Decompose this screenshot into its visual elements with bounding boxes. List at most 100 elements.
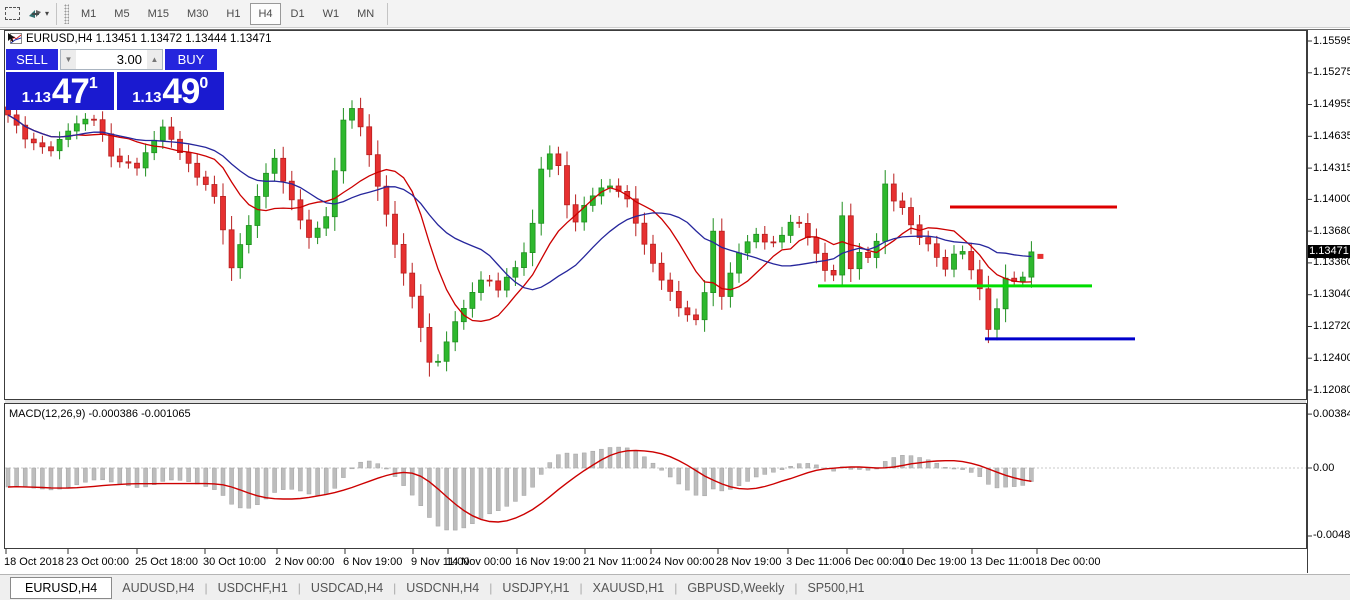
buy-button[interactable]: BUY — [165, 49, 217, 70]
buy-price-prefix: 1.13 — [132, 89, 162, 106]
time-tick-label: 28 Nov 19:00 — [716, 556, 782, 568]
dashed-rectangle-icon — [4, 7, 20, 20]
price-tick-label: 1.14315 — [1313, 161, 1350, 174]
timeframe-button-m5[interactable]: M5 — [106, 3, 137, 25]
time-tick-label: 6 Dec 00:00 — [845, 556, 905, 568]
candlesticks — [5, 97, 1035, 377]
price-tick-label: 1.12720 — [1313, 319, 1350, 332]
window-top-border — [0, 29, 1350, 30]
volume-spinner: ▼ ▲ — [60, 49, 163, 70]
ma-fast-line — [7, 114, 1032, 322]
time-tick-label: 10 Dec 19:00 — [901, 556, 967, 568]
chart-tab-audusd-h4[interactable]: AUDUSD,H4 — [122, 580, 195, 595]
timeframe-button-mn[interactable]: MN — [349, 3, 382, 25]
timeframe-button-d1[interactable]: D1 — [283, 3, 313, 25]
chart-tab-sp500-h1[interactable]: SP500,H1 — [807, 580, 865, 595]
macd-indicator-label: MACD(12,26,9) -0.000386 -0.001065 — [9, 408, 191, 420]
time-tick-label: 3 Dec 11:00 — [786, 556, 845, 568]
toolbar-separator — [387, 2, 389, 25]
price-tick-label: 1.13360 — [1313, 256, 1350, 269]
sell-price-prefix: 1.13 — [21, 89, 51, 106]
main-pane-border — [4, 30, 1307, 400]
chart-title: EURUSD,H4 1.13451 1.13472 1.13444 1.1347… — [8, 33, 272, 45]
price-tick-label: 1.15275 — [1313, 66, 1350, 79]
volume-increase-button[interactable]: ▲ — [147, 50, 162, 69]
chart-tab-usdcad-h4[interactable]: USDCAD,H4 — [310, 580, 384, 595]
tab-separator: | — [794, 580, 798, 595]
volume-decrease-button[interactable]: ▼ — [61, 50, 76, 69]
pane-splitter — [5, 400, 1306, 403]
chevron-down-icon: ▾ — [45, 9, 50, 18]
macd-histogram — [5, 446, 1034, 531]
top-toolbar: ▾ M1 M5 M15 M30 H1 H4 D1 W1 MN — [0, 0, 1350, 28]
price-tick-label: 1.12080 — [1313, 383, 1350, 396]
timeframe-button-h1[interactable]: H1 — [218, 3, 248, 25]
time-tick-label: 21 Nov 11:00 — [583, 556, 648, 568]
time-tick-label: 25 Oct 18:00 — [135, 556, 198, 568]
time-tick-label: 6 Nov 19:00 — [343, 556, 403, 568]
tab-separator: | — [579, 580, 583, 595]
chart-tabs-bar: EURUSD,H4 AUDUSD,H4 | USDCHF,H1 | USDCAD,H4 | U… — [0, 574, 1350, 600]
chart-tab-xauusd-h1[interactable]: XAUUSD,H1 — [592, 580, 665, 595]
price-tick-label: 1.12400 — [1313, 351, 1350, 364]
toolbar-separator — [56, 2, 58, 25]
toolbar-grip[interactable] — [64, 3, 70, 24]
buy-price-main: 49 — [162, 72, 200, 111]
selection-tool-button[interactable] — [0, 2, 24, 26]
timeframe-button-h4[interactable]: H4 — [250, 2, 281, 25]
chart-tab-gbpusd-weekly[interactable]: GBPUSD,Weekly — [687, 580, 785, 595]
chart-tab-usdcnh-h4[interactable]: USDCNH,H4 — [406, 580, 480, 595]
arrange-windows-button[interactable]: ▾ — [24, 2, 52, 26]
price-tick-label: 1.13040 — [1313, 288, 1350, 301]
chart-tab-usdjpy-h1[interactable]: USDJPY,H1 — [502, 580, 570, 595]
macd-tick-label: -0.004856 — [1313, 529, 1350, 542]
ma-slow-line — [7, 114, 1032, 291]
sell-price-box[interactable]: 1.13 47 1 — [6, 72, 114, 110]
chart-title-text: EURUSD,H4 1.13451 1.13472 1.13444 1.1347… — [26, 33, 272, 45]
macd-tick-label: 0.00 — [1313, 461, 1335, 474]
time-tick-label: 2 Nov 00:00 — [275, 556, 335, 568]
price-tick-label: 1.14635 — [1313, 129, 1350, 142]
current-bar-marker — [1037, 253, 1044, 259]
one-click-trading-panel: SELL ▼ ▲ BUY 1.13 47 1 1.13 49 0 — [6, 49, 224, 110]
time-tick-label: 18 Oct 2018 — [4, 556, 64, 568]
timeframe-button-w1[interactable]: W1 — [315, 3, 348, 25]
price-tick-label: 1.14955 — [1313, 98, 1350, 111]
time-tick-label: 30 Oct 10:00 — [203, 556, 266, 568]
macd-signal-line — [7, 449, 1032, 523]
tab-separator: | — [674, 580, 678, 595]
time-tick-label: 13 Dec 11:00 — [970, 556, 1035, 568]
timeframe-button-m30[interactable]: M30 — [179, 3, 216, 25]
timeframe-buttons: M1 M5 M15 M30 H1 H4 D1 W1 MN — [72, 2, 383, 25]
time-tick-label: 24 Nov 00:00 — [649, 556, 715, 568]
tab-separator: | — [297, 580, 301, 595]
volume-input[interactable] — [76, 50, 147, 69]
buy-price-pip: 0 — [199, 75, 209, 92]
sell-price-pip: 1 — [88, 75, 98, 92]
macd-pane-border — [4, 403, 1307, 549]
chart-tab-eurusd-h4[interactable]: EURUSD,H4 — [10, 576, 113, 599]
price-tick-label: 1.13680 — [1313, 224, 1350, 237]
buy-price-box[interactable]: 1.13 49 0 — [116, 72, 224, 111]
timeframe-button-m1[interactable]: M1 — [73, 3, 104, 25]
time-tick-label: 16 Nov 19:00 — [515, 556, 581, 568]
tab-separator: | — [204, 580, 208, 595]
time-tick-label: 23 Oct 00:00 — [66, 556, 129, 568]
current-price-tag: 1.13471 — [1308, 244, 1350, 258]
chart-icon — [8, 33, 22, 44]
time-tick-label: 18 Dec 00:00 — [1035, 556, 1101, 568]
tab-separator: | — [393, 580, 397, 595]
sell-price-main: 47 — [51, 72, 90, 111]
time-tick-label: 9 Nov 11:00 — [411, 556, 470, 568]
tab-separator: | — [489, 580, 493, 595]
macd-plot-area[interactable] — [5, 404, 1306, 549]
price-tick-label: 1.14000 — [1313, 192, 1350, 205]
chart-tab-usdchf-h1[interactable]: USDCHF,H1 — [217, 580, 288, 595]
timeframe-button-m15[interactable]: M15 — [140, 3, 177, 25]
macd-tick-label: 0.003847 — [1313, 407, 1350, 420]
time-tick-label: 14 Nov 00:00 — [446, 556, 512, 568]
double-arrows-icon — [29, 9, 41, 18]
sell-button[interactable]: SELL — [6, 49, 58, 70]
